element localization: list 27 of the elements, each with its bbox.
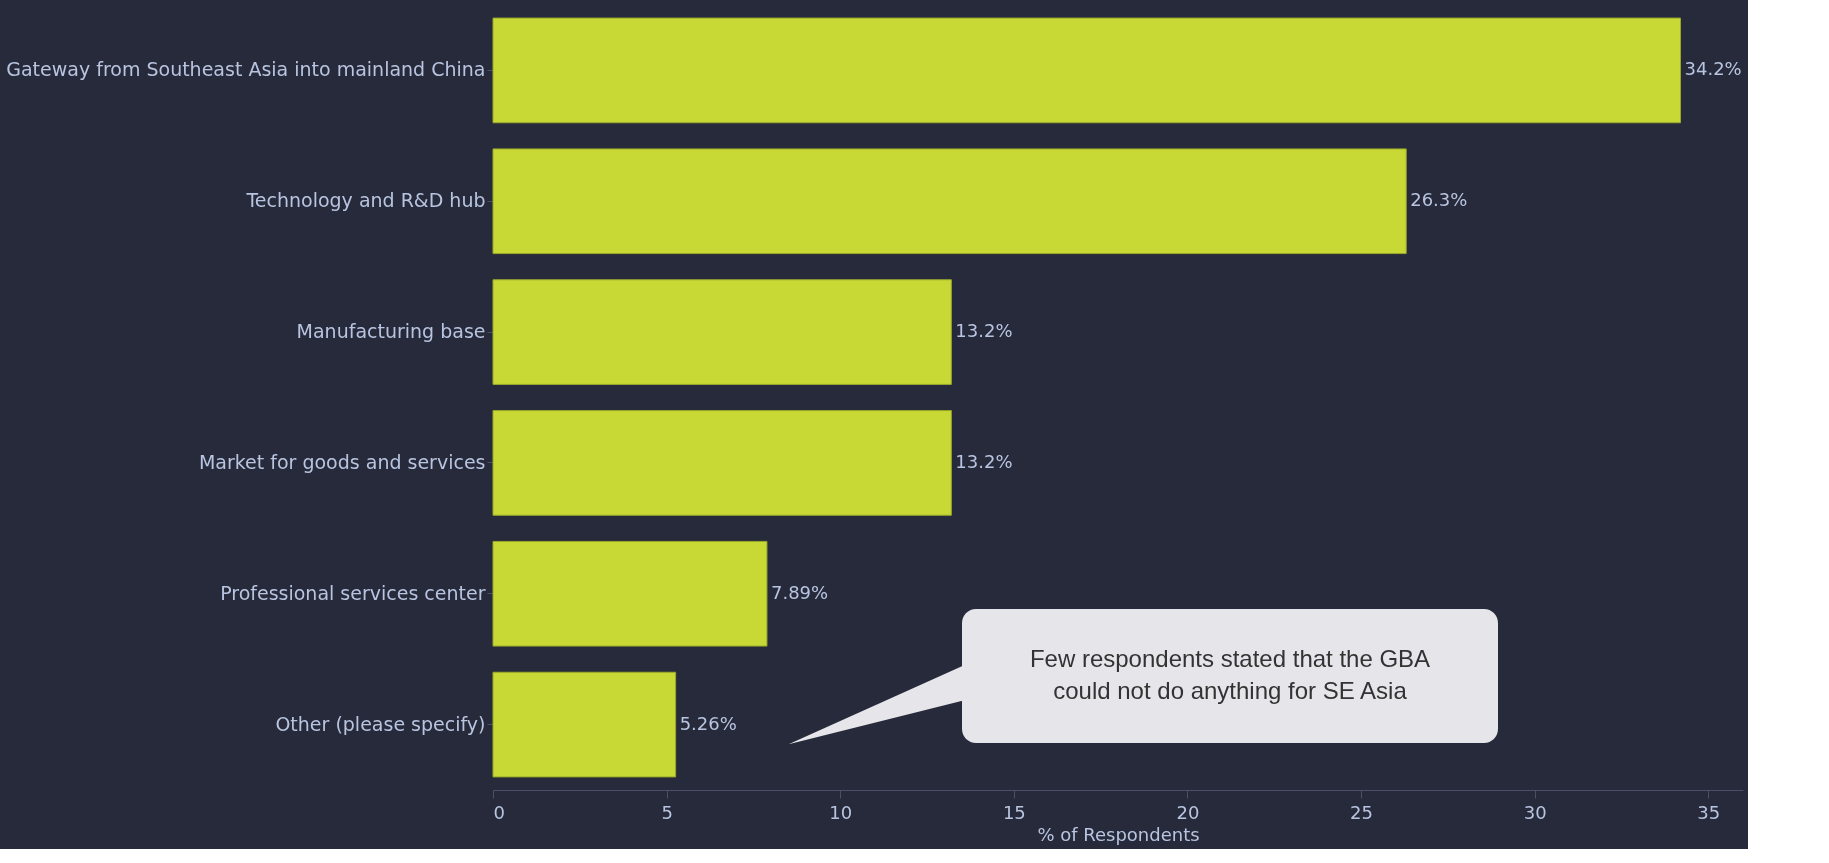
x-tick-label: 10: [829, 801, 853, 823]
bar: [492, 410, 952, 516]
x-tick-label: 25: [1350, 801, 1374, 823]
bar: [492, 17, 1681, 124]
data-label: 13.2%: [955, 320, 1013, 342]
y-tick-label: Market for goods and services: [198, 450, 486, 473]
x-tick-label: 20: [1176, 801, 1200, 823]
x-tick-label: 30: [1523, 801, 1547, 823]
y-tick-label: Other (please specify): [275, 712, 486, 735]
data-label: 26.3%: [1410, 189, 1468, 211]
y-tick-label: Gateway from Southeast Asia into mainland China: [6, 58, 486, 81]
x-tick-label: 0: [493, 801, 505, 823]
bar: [492, 148, 1407, 255]
data-label: 34.2%: [1684, 58, 1742, 80]
x-tick-label: 5: [661, 801, 673, 823]
x-tick-label: 15: [1002, 801, 1026, 823]
x-axis-title: % of Respondents: [1037, 823, 1200, 845]
y-tick-label: Professional services center: [220, 581, 486, 604]
x-tick-label: 35: [1697, 801, 1721, 823]
y-tick-label: Manufacturing base: [296, 320, 486, 343]
data-label: 13.2%: [955, 450, 1013, 472]
data-label: 5.26%: [679, 712, 737, 734]
bar: [492, 279, 952, 385]
y-tick-label: Technology and R&D hub: [245, 189, 486, 212]
data-label: 7.89%: [770, 581, 829, 603]
bar: [492, 540, 768, 647]
bar: [492, 671, 677, 778]
